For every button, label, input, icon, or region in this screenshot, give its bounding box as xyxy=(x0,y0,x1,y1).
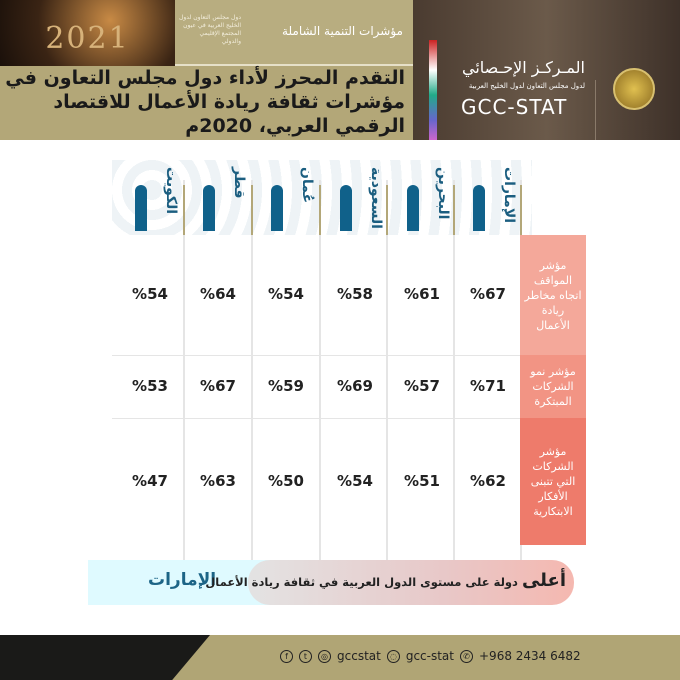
indicator-value: %54 xyxy=(132,285,168,303)
column-divider xyxy=(319,180,321,570)
banner-pill: أعلى دولة على مستوى الدول العربية في ثقا… xyxy=(205,560,574,605)
country-name: عُمان xyxy=(299,167,315,204)
gcc-emblem-icon xyxy=(613,68,655,110)
divider xyxy=(595,80,596,140)
row-divider xyxy=(112,418,520,419)
series-bar: مؤشرات التنمية الشاملة دول مجلس التعاون … xyxy=(175,0,413,66)
indicator-value: %59 xyxy=(268,376,304,395)
landmark-icon xyxy=(473,185,485,231)
indicator-value: %51 xyxy=(404,471,440,490)
whatsapp-icon[interactable]: ✆ xyxy=(460,649,473,663)
org-branding: المـركـز الإحـصائي لدول مجلس التعاون لدو… xyxy=(413,0,680,140)
indicator-value: %62 xyxy=(470,471,506,490)
contacts: f t ◎ gccstat ◌ gcc-stat ✆ +968 2434 648… xyxy=(280,649,581,663)
indicator-value: %67 xyxy=(470,285,506,303)
org-name-en: GCC-STAT xyxy=(461,95,568,119)
indicator-value: %50 xyxy=(268,471,304,490)
indicator-value: %58 xyxy=(337,285,373,303)
column-divider-accent xyxy=(386,185,388,235)
indicator-value: %71 xyxy=(470,376,506,395)
indicator-value: %54 xyxy=(337,471,373,490)
indicator-value: %64 xyxy=(200,285,236,303)
instagram-icon[interactable]: ◎ xyxy=(318,649,331,663)
series-title: مؤشرات التنمية الشاملة xyxy=(282,24,403,38)
indicator-value: %57 xyxy=(404,376,440,395)
landmark-icon xyxy=(203,185,215,231)
indicator-value: %67 xyxy=(200,376,236,395)
landmark-icon xyxy=(407,185,419,231)
indicator-label: مؤشر المواقف اتجاه مخاطر ريادة الأعمال xyxy=(520,235,586,355)
country-name: السعودية xyxy=(368,167,384,229)
phone-number[interactable]: +968 2434 6482 xyxy=(479,649,581,663)
column-divider xyxy=(386,180,388,570)
country-name: قطر xyxy=(231,167,247,199)
column-divider-accent xyxy=(183,185,185,235)
landmark-icon xyxy=(340,185,352,231)
banner-lead: أعلى xyxy=(521,570,566,591)
top-country: الإمارات xyxy=(148,570,217,590)
column-divider xyxy=(183,180,185,570)
country-name: الإمارات xyxy=(501,167,517,224)
org-subtitle-ar: لدول مجلس التعاون لدول الخليج العربية xyxy=(468,82,585,90)
country-header: الكويت xyxy=(117,165,183,235)
highlight-banner: الإمارات أعلى دولة على مستوى الدول العرب… xyxy=(88,560,586,605)
indicator-value: %69 xyxy=(337,376,373,395)
footer: f t ◎ gccstat ◌ gcc-stat ✆ +968 2434 648… xyxy=(0,635,680,680)
indicator-value: %63 xyxy=(200,471,236,490)
facebook-icon[interactable]: f xyxy=(280,649,293,663)
country-header: الإمارات xyxy=(455,165,521,235)
column-divider-accent xyxy=(520,185,522,235)
twitter-icon[interactable]: t xyxy=(299,649,312,663)
landmark-icon xyxy=(271,185,283,231)
icon-pattern-background xyxy=(112,160,532,235)
landmark-icon xyxy=(135,185,147,231)
org-name-ar: المـركـز الإحـصائي xyxy=(462,58,585,77)
social-handle[interactable]: gccstat xyxy=(337,649,381,663)
indicator-value: %47 xyxy=(132,471,168,490)
page-title: التقدم المحرز لأداء دول مجلس التعاون في … xyxy=(5,67,405,137)
country-name: الكويت xyxy=(163,167,179,215)
column-divider-accent xyxy=(251,185,253,235)
column-divider xyxy=(251,180,253,570)
snapchat-handle[interactable]: gcc-stat xyxy=(405,649,454,663)
country-name: البحرين xyxy=(435,167,451,220)
series-subtitle: دول مجلس التعاون لدول الخليج العربية في … xyxy=(179,14,241,45)
snapchat-icon[interactable]: ◌ xyxy=(386,649,400,663)
column-divider-accent xyxy=(319,185,321,235)
banner-text: دولة على مستوى الدول العربية في ثقافة ري… xyxy=(205,575,522,589)
indicator-value: %61 xyxy=(404,285,440,303)
indicator-label: مؤشر الشركات التي تتبنى الأفكار الابتكار… xyxy=(520,418,586,545)
year-banner-image: 2021 xyxy=(0,0,175,66)
country-header: قطر xyxy=(185,165,251,235)
country-header: السعودية xyxy=(322,165,388,235)
country-header: عُمان xyxy=(253,165,319,235)
footer-pattern xyxy=(0,635,210,680)
indicator-value: %53 xyxy=(132,376,168,395)
column-divider xyxy=(453,180,455,570)
column-divider-accent xyxy=(453,185,455,235)
row-divider xyxy=(112,355,520,356)
country-header: البحرين xyxy=(389,165,455,235)
indicator-label: مؤشر نمو الشركات المبتكرة xyxy=(520,355,586,418)
flag-stripes-icon xyxy=(429,40,437,140)
indicator-value: %54 xyxy=(268,285,304,303)
